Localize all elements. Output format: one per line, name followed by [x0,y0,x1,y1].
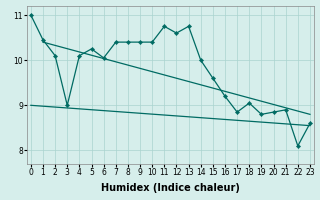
X-axis label: Humidex (Indice chaleur): Humidex (Indice chaleur) [101,183,240,193]
